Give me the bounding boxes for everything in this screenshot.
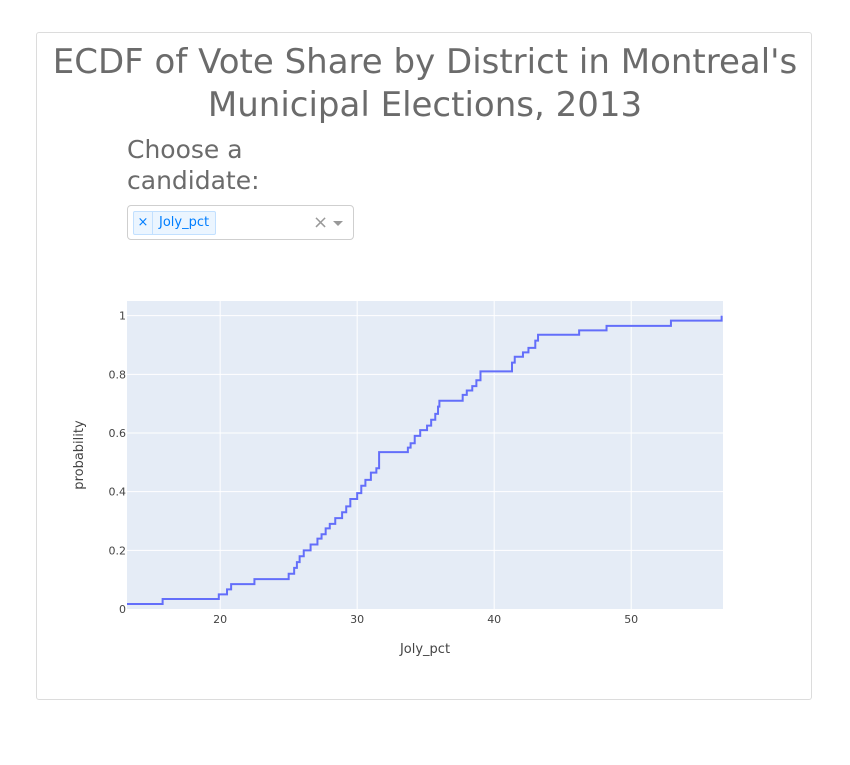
selected-value-chip: × Joly_pct <box>133 211 217 235</box>
y-tick-label: 0.8 <box>109 368 127 381</box>
gridlines <box>127 301 723 609</box>
caret-down-icon[interactable] <box>333 221 343 226</box>
y-tick-labels: 0 0.2 0.4 0.6 0.8 1 <box>109 310 127 616</box>
page-title: ECDF of Vote Share by District in Montre… <box>52 42 798 125</box>
y-tick-label: 0 <box>119 603 126 616</box>
y-tick-label: 0.4 <box>109 486 127 499</box>
plot-area <box>127 301 723 609</box>
x-tick-label: 30 <box>350 613 364 626</box>
x-tick-labels: 20 30 40 50 <box>213 613 638 626</box>
candidate-dropdown[interactable]: × Joly_pct × <box>127 205 354 240</box>
y-tick-label: 1 <box>119 310 126 323</box>
x-tick-label: 40 <box>487 613 501 626</box>
y-axis-title: probability <box>72 420 87 490</box>
dropdown-label: Choose a candidate: <box>127 135 260 195</box>
clear-icon[interactable]: × <box>313 212 329 233</box>
ecdf-series-line <box>127 315 723 606</box>
remove-chip-icon[interactable]: × <box>134 212 153 234</box>
y-tick-label: 0.2 <box>109 544 127 557</box>
selected-value-label: Joly_pct <box>159 215 210 230</box>
x-tick-label: 20 <box>213 613 227 626</box>
x-tick-label: 50 <box>624 613 638 626</box>
x-axis-title: Joly_pct <box>399 642 450 657</box>
y-tick-label: 0.6 <box>109 427 127 440</box>
